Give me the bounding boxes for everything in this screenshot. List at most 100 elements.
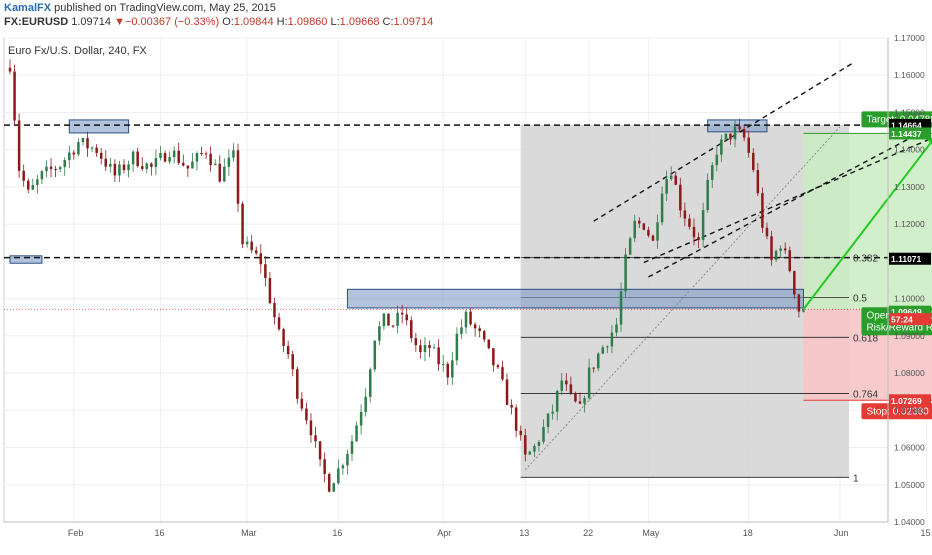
fib-level-label: 0.618 [853, 333, 878, 344]
open-value: 1.09844 [233, 16, 274, 28]
candle-body [163, 152, 167, 162]
candle-body [451, 360, 454, 378]
candle-body [460, 327, 463, 334]
candle-body [738, 126, 741, 130]
candle-body [633, 220, 636, 239]
price-tick-label: 1.14000 [894, 145, 925, 155]
price-change: −0.00367 (−0.33%) [124, 16, 220, 28]
projection-arrow [802, 139, 932, 310]
candle-body [81, 138, 85, 143]
open-label: O: [222, 16, 234, 28]
sr-zone [346, 288, 804, 309]
candle-body [359, 411, 363, 426]
candle-body [391, 325, 395, 327]
candle-body [373, 340, 377, 370]
candle-body [131, 151, 135, 165]
candle-body [305, 408, 308, 421]
channel-line [593, 61, 854, 222]
close-value: 1.09714 [393, 16, 434, 28]
candle-body [355, 425, 358, 442]
last-price: 1.09714 [71, 16, 111, 28]
candle-body [364, 396, 367, 412]
candle-body [186, 165, 190, 169]
channel-line [648, 125, 932, 278]
fib-level-label: 0.5 [853, 293, 867, 304]
candle-body [596, 353, 600, 369]
candle-body [223, 166, 226, 182]
price-badge-text: 1.14437 [891, 129, 922, 139]
candle-body [227, 157, 231, 167]
price-chart[interactable]: Euro Fx/U.S. Dollar, 240, FX 0.382 0.5 0.61… [0, 32, 932, 550]
candle-body [455, 333, 459, 361]
candle-body [236, 150, 240, 204]
candle-body [665, 179, 668, 194]
candle-body [638, 220, 641, 224]
time-tick-label: 15 [921, 528, 931, 538]
price-badge-text: 1.11071 [891, 254, 922, 264]
candles [8, 59, 805, 493]
candle-body [300, 398, 304, 409]
candle-body [77, 142, 80, 155]
candle-body [647, 229, 650, 236]
candle-body [574, 393, 577, 402]
candle-body [323, 459, 326, 474]
candle-body [701, 210, 705, 241]
candle-body [332, 483, 336, 492]
candle-body [583, 397, 586, 404]
candle-body [592, 367, 595, 369]
candle-body [31, 185, 35, 190]
candle-body [264, 264, 267, 279]
chart-area[interactable]: Euro Fx/U.S. Dollar, 240, FX 0.382 0.5 0.61… [0, 32, 932, 550]
price-badge [889, 394, 931, 407]
candle-body [715, 154, 719, 166]
price-tick-label: 1.04000 [894, 517, 925, 527]
candle-body [783, 248, 787, 251]
candle-body [492, 348, 495, 366]
time-tick-label: 13 [519, 528, 529, 538]
candle-body [720, 139, 723, 155]
candle-body [378, 326, 381, 341]
candle-body [505, 379, 509, 405]
candle-body [487, 339, 491, 349]
price-tick-label: 1.13000 [894, 182, 925, 192]
candle-body [90, 147, 94, 149]
candle-body [482, 331, 486, 340]
candle-body [277, 317, 281, 330]
candle-body [546, 413, 550, 427]
price-tick-label: 1.17000 [894, 33, 925, 43]
publish-header: KamalFX published on TradingView.com, Ma… [4, 2, 276, 14]
time-tick-label: 16 [154, 528, 164, 538]
candle-body [309, 420, 313, 436]
chart-title: Euro Fx/U.S. Dollar, 240, FX [8, 45, 147, 57]
candle-body [22, 170, 25, 181]
price-tick-label: 1.09000 [894, 331, 925, 341]
stop-label-text: Stop: 0.02380 (2.17%) [866, 406, 932, 417]
price-tick-label: 1.07000 [894, 405, 925, 415]
candle-body [396, 312, 399, 326]
candle-body [291, 354, 294, 370]
low-value: 1.09668 [339, 16, 380, 28]
author-name[interactable]: KamalFX [4, 2, 52, 14]
candle-body [683, 210, 687, 219]
candle-body [651, 235, 655, 241]
candle-body [40, 171, 44, 180]
candle-body [204, 153, 208, 155]
candle-body [254, 250, 258, 254]
candle-body [697, 237, 700, 241]
candle-body [692, 226, 696, 238]
time-tick-label: Mar [241, 528, 257, 538]
candle-body [414, 338, 418, 346]
price-tick-label: 1.06000 [894, 443, 925, 453]
price-badge-text: 1.14664 [891, 120, 922, 130]
candle-body [218, 163, 222, 182]
candle-body [200, 153, 203, 155]
candle-body [191, 161, 194, 169]
price-tick-label: 1.08000 [894, 368, 925, 378]
sr-zone [9, 255, 43, 264]
candle-body [145, 163, 149, 170]
candle-body [232, 150, 235, 158]
candle-body [382, 313, 386, 327]
candle-body [95, 147, 98, 153]
candle-body [168, 157, 171, 162]
